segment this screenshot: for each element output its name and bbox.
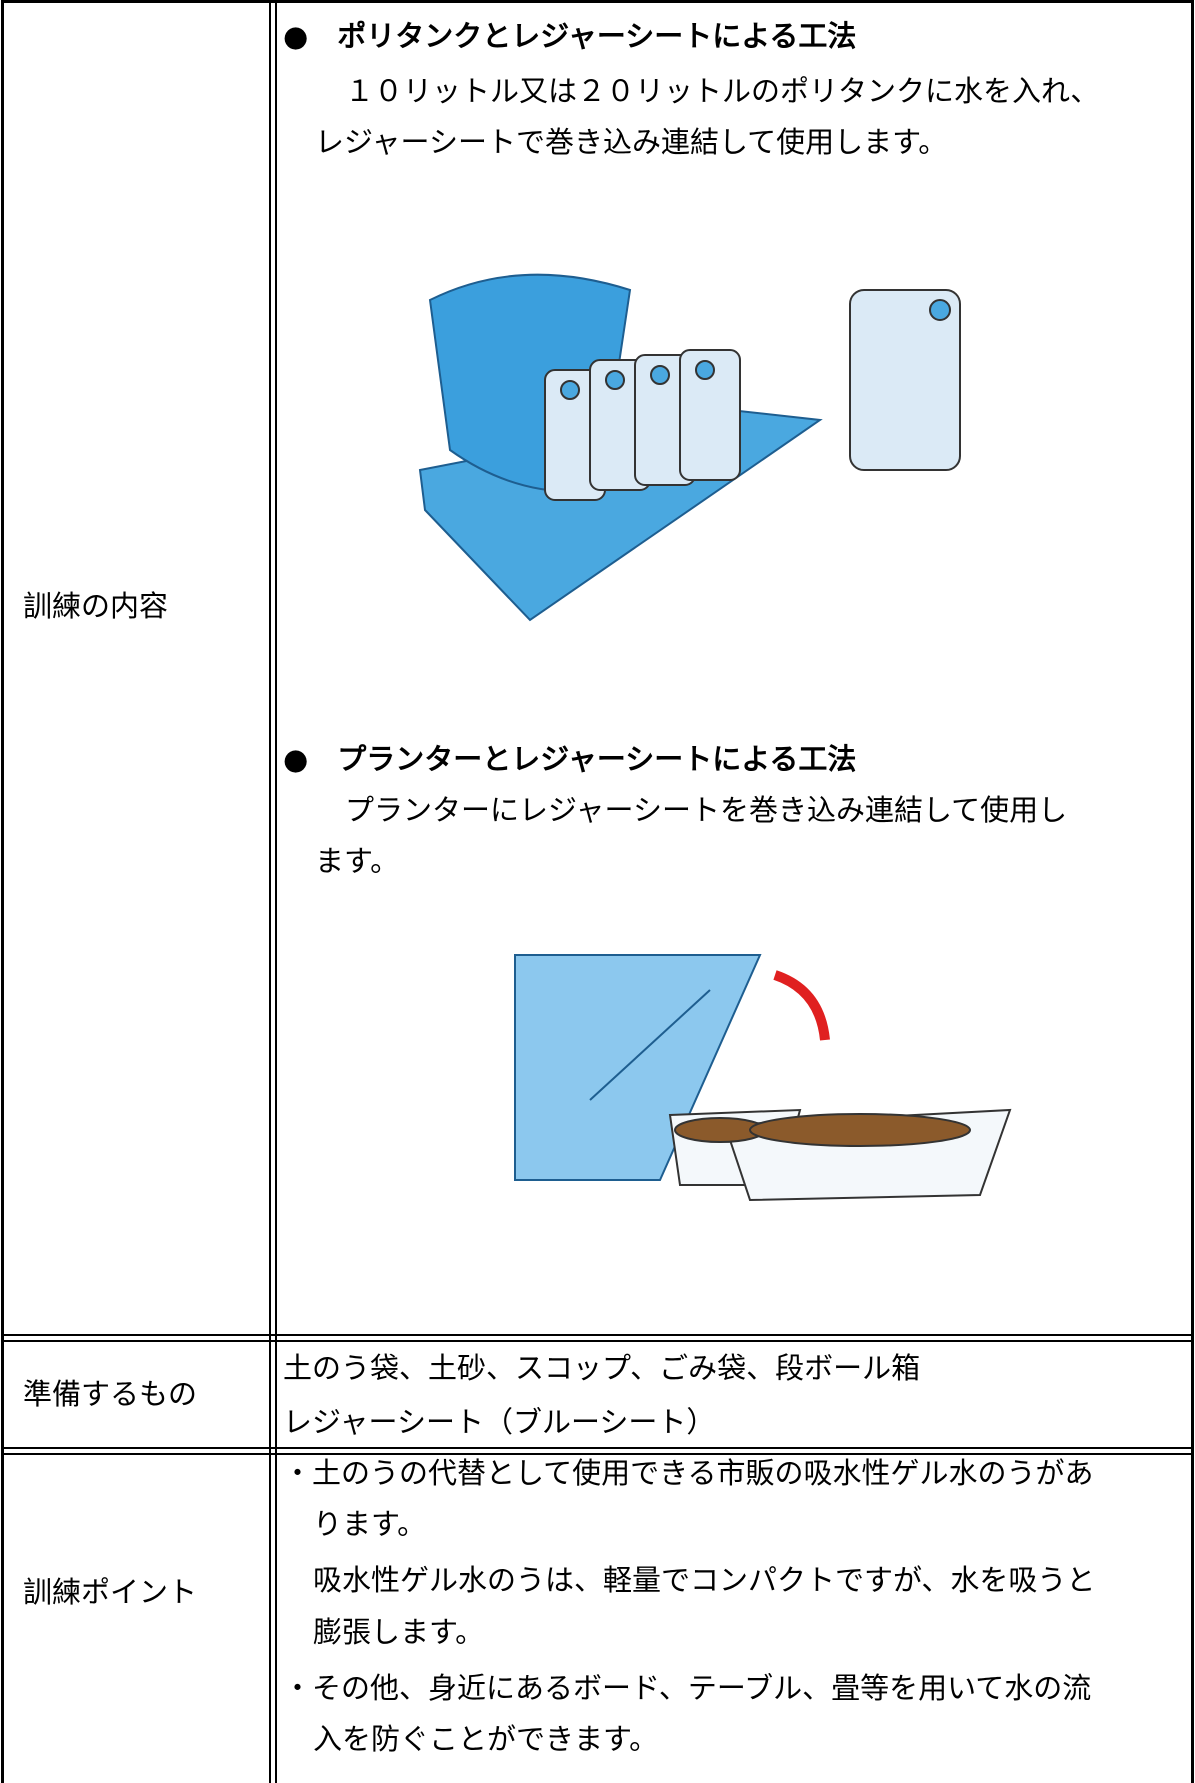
text-line: 膨張します。 [313,1615,485,1649]
text-line: レジャーシート（ブルーシート） [283,1405,716,1439]
border [1,0,4,1783]
border [1,1334,1194,1336]
border [1,0,1194,3]
text-line: プランターにレジャーシートを巻き込み連結して使用し [345,793,1068,827]
text-line: 入を防ぐことができます。 [313,1722,659,1756]
border [1,1447,1194,1449]
row-label: 訓練ポイント [23,1575,198,1609]
row-label: 訓練の内容 [23,589,169,623]
text-line: ・その他、身近にあるボード、テーブル、畳等を用いて水の流 [283,1671,1092,1705]
text-line: ります。 [313,1507,427,1541]
illustration-tanks [418,273,961,622]
section-heading: ● プランターとレジャーシートによる工法 [283,742,857,776]
illustration-planters [514,954,1012,1202]
border [1,1453,1194,1455]
text-line: ・土のうの代替として使用できる市販の吸水性ゲル水のうがあ [283,1456,1094,1490]
text-line: ます。 [315,844,400,878]
border [275,0,277,1783]
text-line: 土のう袋、土砂、スコップ、ごみ袋、段ボール箱 [283,1351,921,1385]
section-heading: ● ポリタンクとレジャーシートによる工法 [283,19,857,53]
text-line: 吸水性ゲル水のうは、軽量でコンパクトですが、水を吸うと [313,1563,1096,1597]
row-label: 準備するもの [23,1377,198,1411]
text-line: レジャーシートで巻き込み連結して使用します。 [315,125,948,159]
border [1191,0,1194,1783]
text-line: １０リットル又は２０リットルのポリタンクに水を入れ、 [345,74,1100,108]
border [1,1340,1194,1342]
border [269,0,271,1783]
